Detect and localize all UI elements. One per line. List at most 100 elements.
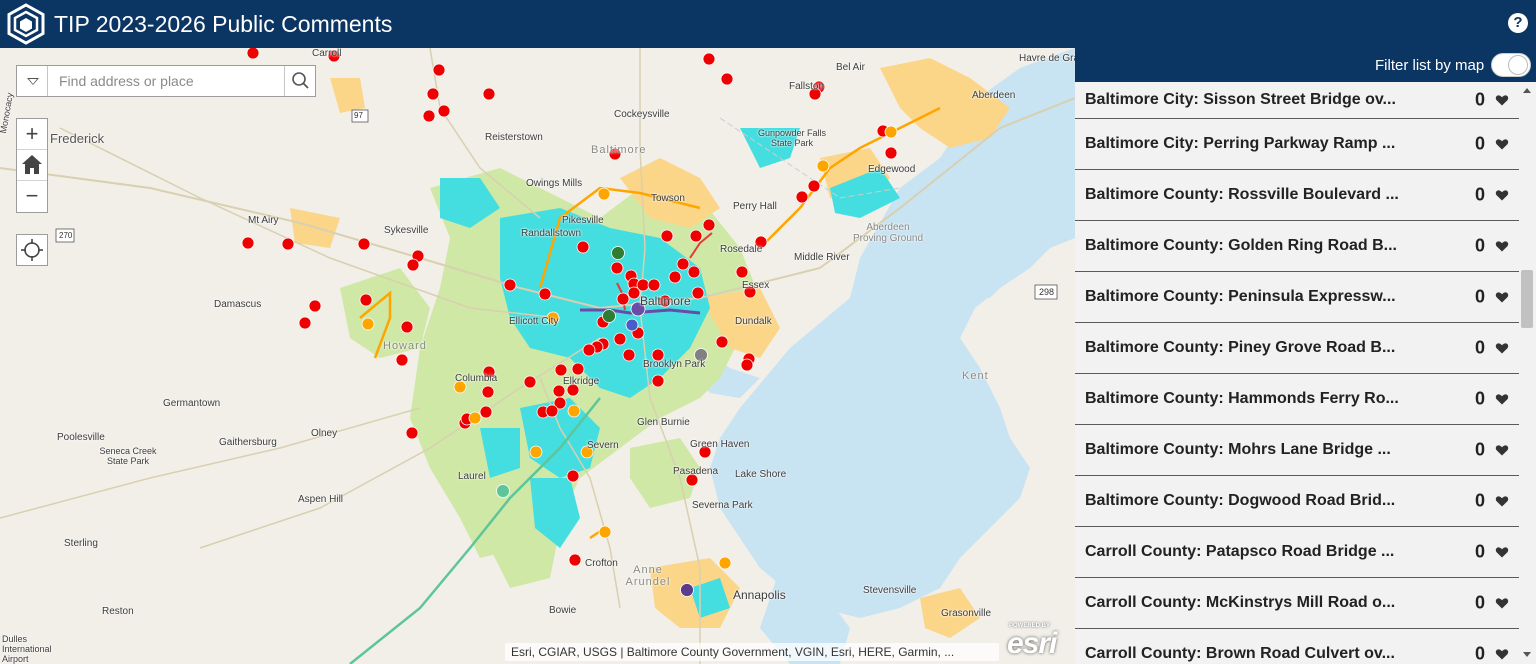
project-title[interactable]: Baltimore County: Piney Grove Road B... <box>1085 339 1396 356</box>
zoom-in-button[interactable]: + <box>17 119 47 150</box>
like-count: 0 <box>1475 184 1486 205</box>
place-label: Anne Arundel <box>625 564 671 588</box>
place-label: Howard <box>383 340 427 352</box>
map-view[interactable]: Frederick Mt Airy Sykesville Damascus Ho… <box>0 48 1075 664</box>
place-label: Kent <box>962 370 989 382</box>
like-count: 0 <box>1475 592 1486 613</box>
project-title[interactable]: Baltimore City: Sisson Street Bridge ov.… <box>1085 91 1396 108</box>
place-label: Gaithersburg <box>219 437 277 448</box>
list-scrollbar[interactable] <box>1519 82 1536 664</box>
project-title[interactable]: Carroll County: Patapsco Road Bridge ... <box>1085 543 1395 560</box>
project-title[interactable]: Baltimore County: Hammonds Ferry Ro... <box>1085 390 1399 407</box>
place-label: Poolesville <box>57 432 105 443</box>
list-item[interactable]: Baltimore County: Dogwood Road Brid... 0 <box>1075 476 1519 527</box>
heart-icon[interactable] <box>1495 596 1509 610</box>
filter-label: Filter list by map <box>1375 57 1485 74</box>
list-item[interactable]: Baltimore County: Golden Ring Road B... 0 <box>1075 221 1519 272</box>
highway-shield: 298 <box>1039 287 1055 297</box>
heart-icon[interactable] <box>1495 545 1509 559</box>
list-item[interactable]: Baltimore County: Peninsula Expressw... 0 <box>1075 272 1519 323</box>
like-count: 0 <box>1475 490 1486 511</box>
place-label: Frederick <box>50 131 105 146</box>
like-count: 0 <box>1475 133 1486 154</box>
place-label: Fallston <box>789 81 825 92</box>
project-title[interactable]: Carroll County: Brown Road Culvert ov... <box>1085 645 1395 662</box>
place-label: Crofton <box>585 558 618 569</box>
highway-shield: 270 <box>59 231 73 240</box>
heart-icon[interactable] <box>1495 392 1509 406</box>
place-label: Towson <box>651 193 685 204</box>
like-count: 0 <box>1475 388 1486 409</box>
list-item[interactable]: Baltimore County: Rossville Boulevard ..… <box>1075 170 1519 221</box>
heart-icon[interactable] <box>1495 494 1509 508</box>
heart-icon[interactable] <box>1495 93 1509 107</box>
zoom-out-button[interactable]: − <box>25 183 39 208</box>
like-count: 0 <box>1475 89 1486 110</box>
place-label: Dulles International Airport <box>2 634 52 664</box>
place-label: Glen Burnie <box>637 417 690 428</box>
place-label: Havre de Grace <box>1019 53 1075 64</box>
like-count: 0 <box>1475 337 1486 358</box>
place-label: Aspen Hill <box>298 494 344 505</box>
basemap <box>0 48 1075 664</box>
filter-by-map-toggle[interactable] <box>1491 53 1531 77</box>
place-label: Brooklyn Park <box>643 359 706 370</box>
heart-icon[interactable] <box>1495 239 1509 253</box>
project-markers <box>241 48 898 567</box>
place-label: Baltimore <box>640 294 691 308</box>
map-attribution[interactable]: Esri, CGIAR, USGS | Baltimore County Gov… <box>505 643 999 661</box>
project-title[interactable]: Baltimore County: Peninsula Expressw... <box>1085 288 1396 305</box>
place-label: Annapolis <box>733 588 786 602</box>
place-label: Reston <box>102 606 134 617</box>
project-title[interactable]: Baltimore City: Perring Parkway Ramp ... <box>1085 135 1396 152</box>
place-label: Gunpowder Falls State Park <box>757 128 827 148</box>
home-icon <box>22 155 42 174</box>
list-item[interactable]: Carroll County: McKinstrys Mill Road o..… <box>1075 578 1519 629</box>
place-label: Pikesville <box>562 215 604 226</box>
search-icon <box>292 72 309 89</box>
heart-icon[interactable] <box>1495 341 1509 355</box>
place-label: Mt Airy <box>248 215 279 226</box>
toggle-knob <box>1508 55 1528 75</box>
project-title[interactable]: Baltimore County: Golden Ring Road B... <box>1085 237 1397 254</box>
heart-icon[interactable] <box>1495 290 1509 304</box>
list-item[interactable]: Baltimore City: Perring Parkway Ramp ...… <box>1075 119 1519 170</box>
place-label: Aberdeen Proving Ground <box>852 222 924 244</box>
search-input[interactable] <box>51 66 283 96</box>
project-title[interactable]: Carroll County: McKinstrys Mill Road o..… <box>1085 594 1396 611</box>
list-item[interactable]: Carroll County: Patapsco Road Bridge ...… <box>1075 527 1519 578</box>
zoom-controls: + − <box>16 118 48 213</box>
crosshair-icon <box>21 239 43 261</box>
search-button[interactable] <box>284 66 315 96</box>
locate-button[interactable] <box>16 234 48 266</box>
place-label: Pasadena <box>673 466 719 477</box>
filter-bar: Filter list by map <box>1075 48 1536 82</box>
heart-icon[interactable] <box>1495 137 1509 151</box>
heart-icon[interactable] <box>1495 188 1509 202</box>
project-title[interactable]: Baltimore County: Mohrs Lane Bridge ... <box>1085 441 1391 458</box>
help-button[interactable]: ? <box>1508 13 1528 33</box>
place-label: Owings Mills <box>526 178 583 189</box>
project-list-panel: Filter list by map Baltimore City: Sisso… <box>1075 48 1536 664</box>
list-item[interactable]: Baltimore County: Hammonds Ferry Ro... 0 <box>1075 374 1519 425</box>
list-item[interactable]: Baltimore County: Mohrs Lane Bridge ... 0 <box>1075 425 1519 476</box>
heart-icon[interactable] <box>1495 647 1509 661</box>
place-label: Sykesville <box>384 225 429 236</box>
scroll-up-arrow-icon[interactable] <box>1523 88 1531 93</box>
scroll-thumb[interactable] <box>1521 270 1533 328</box>
home-button[interactable] <box>17 150 47 181</box>
project-title[interactable]: Baltimore County: Dogwood Road Brid... <box>1085 492 1396 509</box>
place-label: Essex <box>742 280 770 291</box>
heart-icon[interactable] <box>1495 443 1509 457</box>
scroll-down-arrow-icon[interactable] <box>1523 652 1531 657</box>
app-header: TIP 2023-2026 Public Comments ? <box>0 0 1536 48</box>
place-label: Cockeysville <box>614 109 670 120</box>
hexagon-logo-icon <box>7 3 45 45</box>
project-title[interactable]: Baltimore County: Rossville Boulevard ..… <box>1085 186 1399 203</box>
list-item[interactable]: Carroll County: Brown Road Culvert ov...… <box>1075 629 1519 664</box>
list-item[interactable]: Baltimore City: Sisson Street Bridge ov.… <box>1075 82 1519 119</box>
list-item[interactable]: Baltimore County: Piney Grove Road B... 0 <box>1075 323 1519 374</box>
search-source-dropdown[interactable] <box>17 66 48 96</box>
place-label: Edgewood <box>868 164 916 175</box>
place-label: Baltimore <box>591 144 647 156</box>
